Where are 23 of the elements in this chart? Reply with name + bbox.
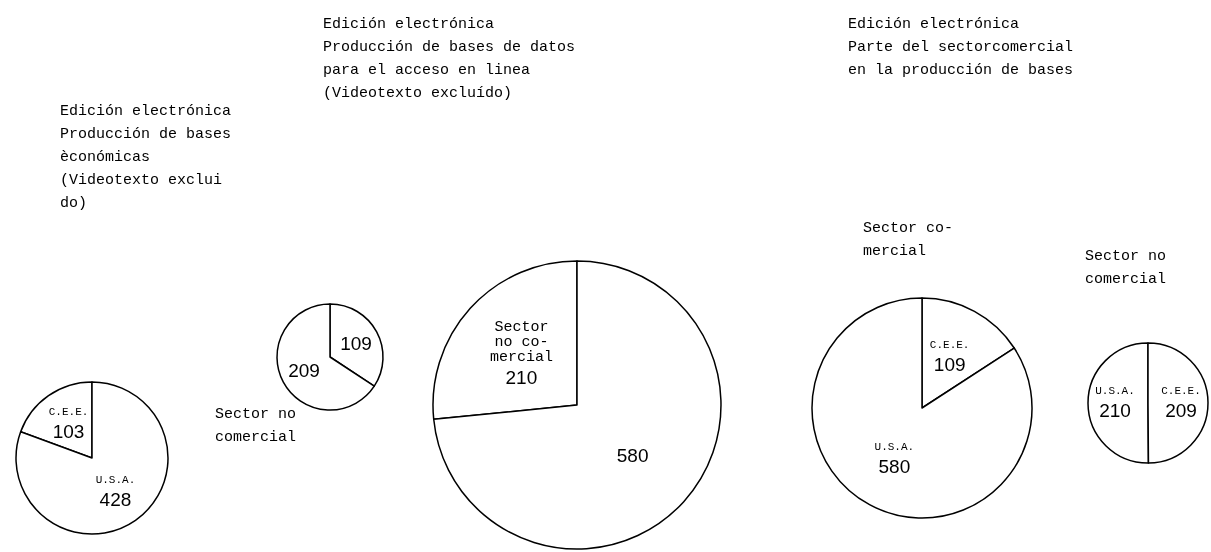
chart-title: Edición electrónica Producción de bases èconómicas (Videotexto exclui do) <box>60 103 232 212</box>
chart-title: Sector no comercial <box>1085 248 1167 288</box>
data-label: 109 <box>340 332 372 354</box>
data-label: 210 <box>505 366 538 388</box>
data-label: 210 <box>1099 400 1131 422</box>
slice-label: Sector no co- mercial <box>489 319 553 367</box>
slice-label: C.E.E. <box>48 406 89 419</box>
data-label: 103 <box>52 421 85 443</box>
data-label: 209 <box>1165 399 1197 421</box>
data-label: 580 <box>878 455 911 477</box>
slice-label: C.E.E. <box>929 339 970 352</box>
slice-label: U.S.A. <box>1095 385 1135 398</box>
slice-label: U.S.A. <box>874 440 915 453</box>
slice-label: C.E.E. <box>1161 384 1201 397</box>
slice-label: U.S.A. <box>95 473 136 486</box>
data-label: 209 <box>288 360 320 382</box>
text: Sector no comercial <box>215 406 297 446</box>
data-label: 109 <box>933 354 966 376</box>
chart-title: Edición electrónica Producción de bases de datos para el acceso en linea (Videotexto excluído) <box>323 16 576 102</box>
data-label: 580 <box>616 444 649 466</box>
data-label: 428 <box>99 488 132 510</box>
chart-subtitle: Sector co- mercial <box>863 220 954 260</box>
chart-title: Edición electrónica Parte del sectorcomercial en la producción de bases <box>848 16 1074 79</box>
